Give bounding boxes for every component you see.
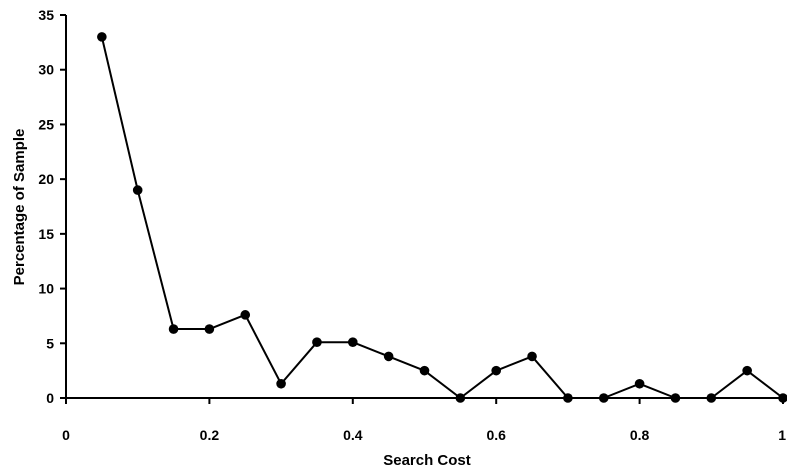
data-point [598,393,609,403]
x-tick-label: 1 [778,427,786,443]
y-tick-label: 0 [46,390,54,406]
x-axis-ticks: 0 0.2 0.4 0.6 0.8 1 [62,398,786,443]
data-point [778,393,787,403]
x-tick-label: 0.8 [630,427,650,443]
y-axis-title: Percentage of Sample [11,129,28,286]
data-point [276,378,286,389]
data-point [240,310,251,320]
data-point [563,393,573,403]
data-point [132,185,143,195]
data-point [634,378,645,389]
data-point [419,365,430,376]
y-tick-label: 30 [38,62,54,78]
data-point [491,365,502,376]
series-group [97,32,787,403]
data-point [204,324,215,334]
data-point [383,351,394,362]
y-tick-label: 10 [38,281,54,297]
data-point [312,337,322,347]
data-point [168,324,179,334]
x-tick-label: 0.4 [343,427,363,443]
y-tick-label: 15 [38,226,54,242]
y-tick-label: 25 [38,116,54,132]
y-tick-label: 20 [38,171,54,187]
x-tick-label: 0 [62,427,70,443]
data-point [670,393,681,403]
x-axis-title: Search Cost [383,452,471,469]
y-axis-ticks: 0 5 10 15 20 25 30 35 [38,7,66,406]
data-point [97,32,107,42]
data-point [742,365,752,376]
data-point [348,337,358,347]
data-point [706,393,717,403]
x-tick-label: 0.2 [200,427,220,443]
data-point [455,393,466,403]
y-tick-label: 5 [46,335,54,351]
x-tick-label: 0.6 [486,427,506,443]
axes [65,15,783,399]
y-tick-label: 35 [38,7,54,23]
series-line [100,36,784,399]
data-point [527,351,537,362]
